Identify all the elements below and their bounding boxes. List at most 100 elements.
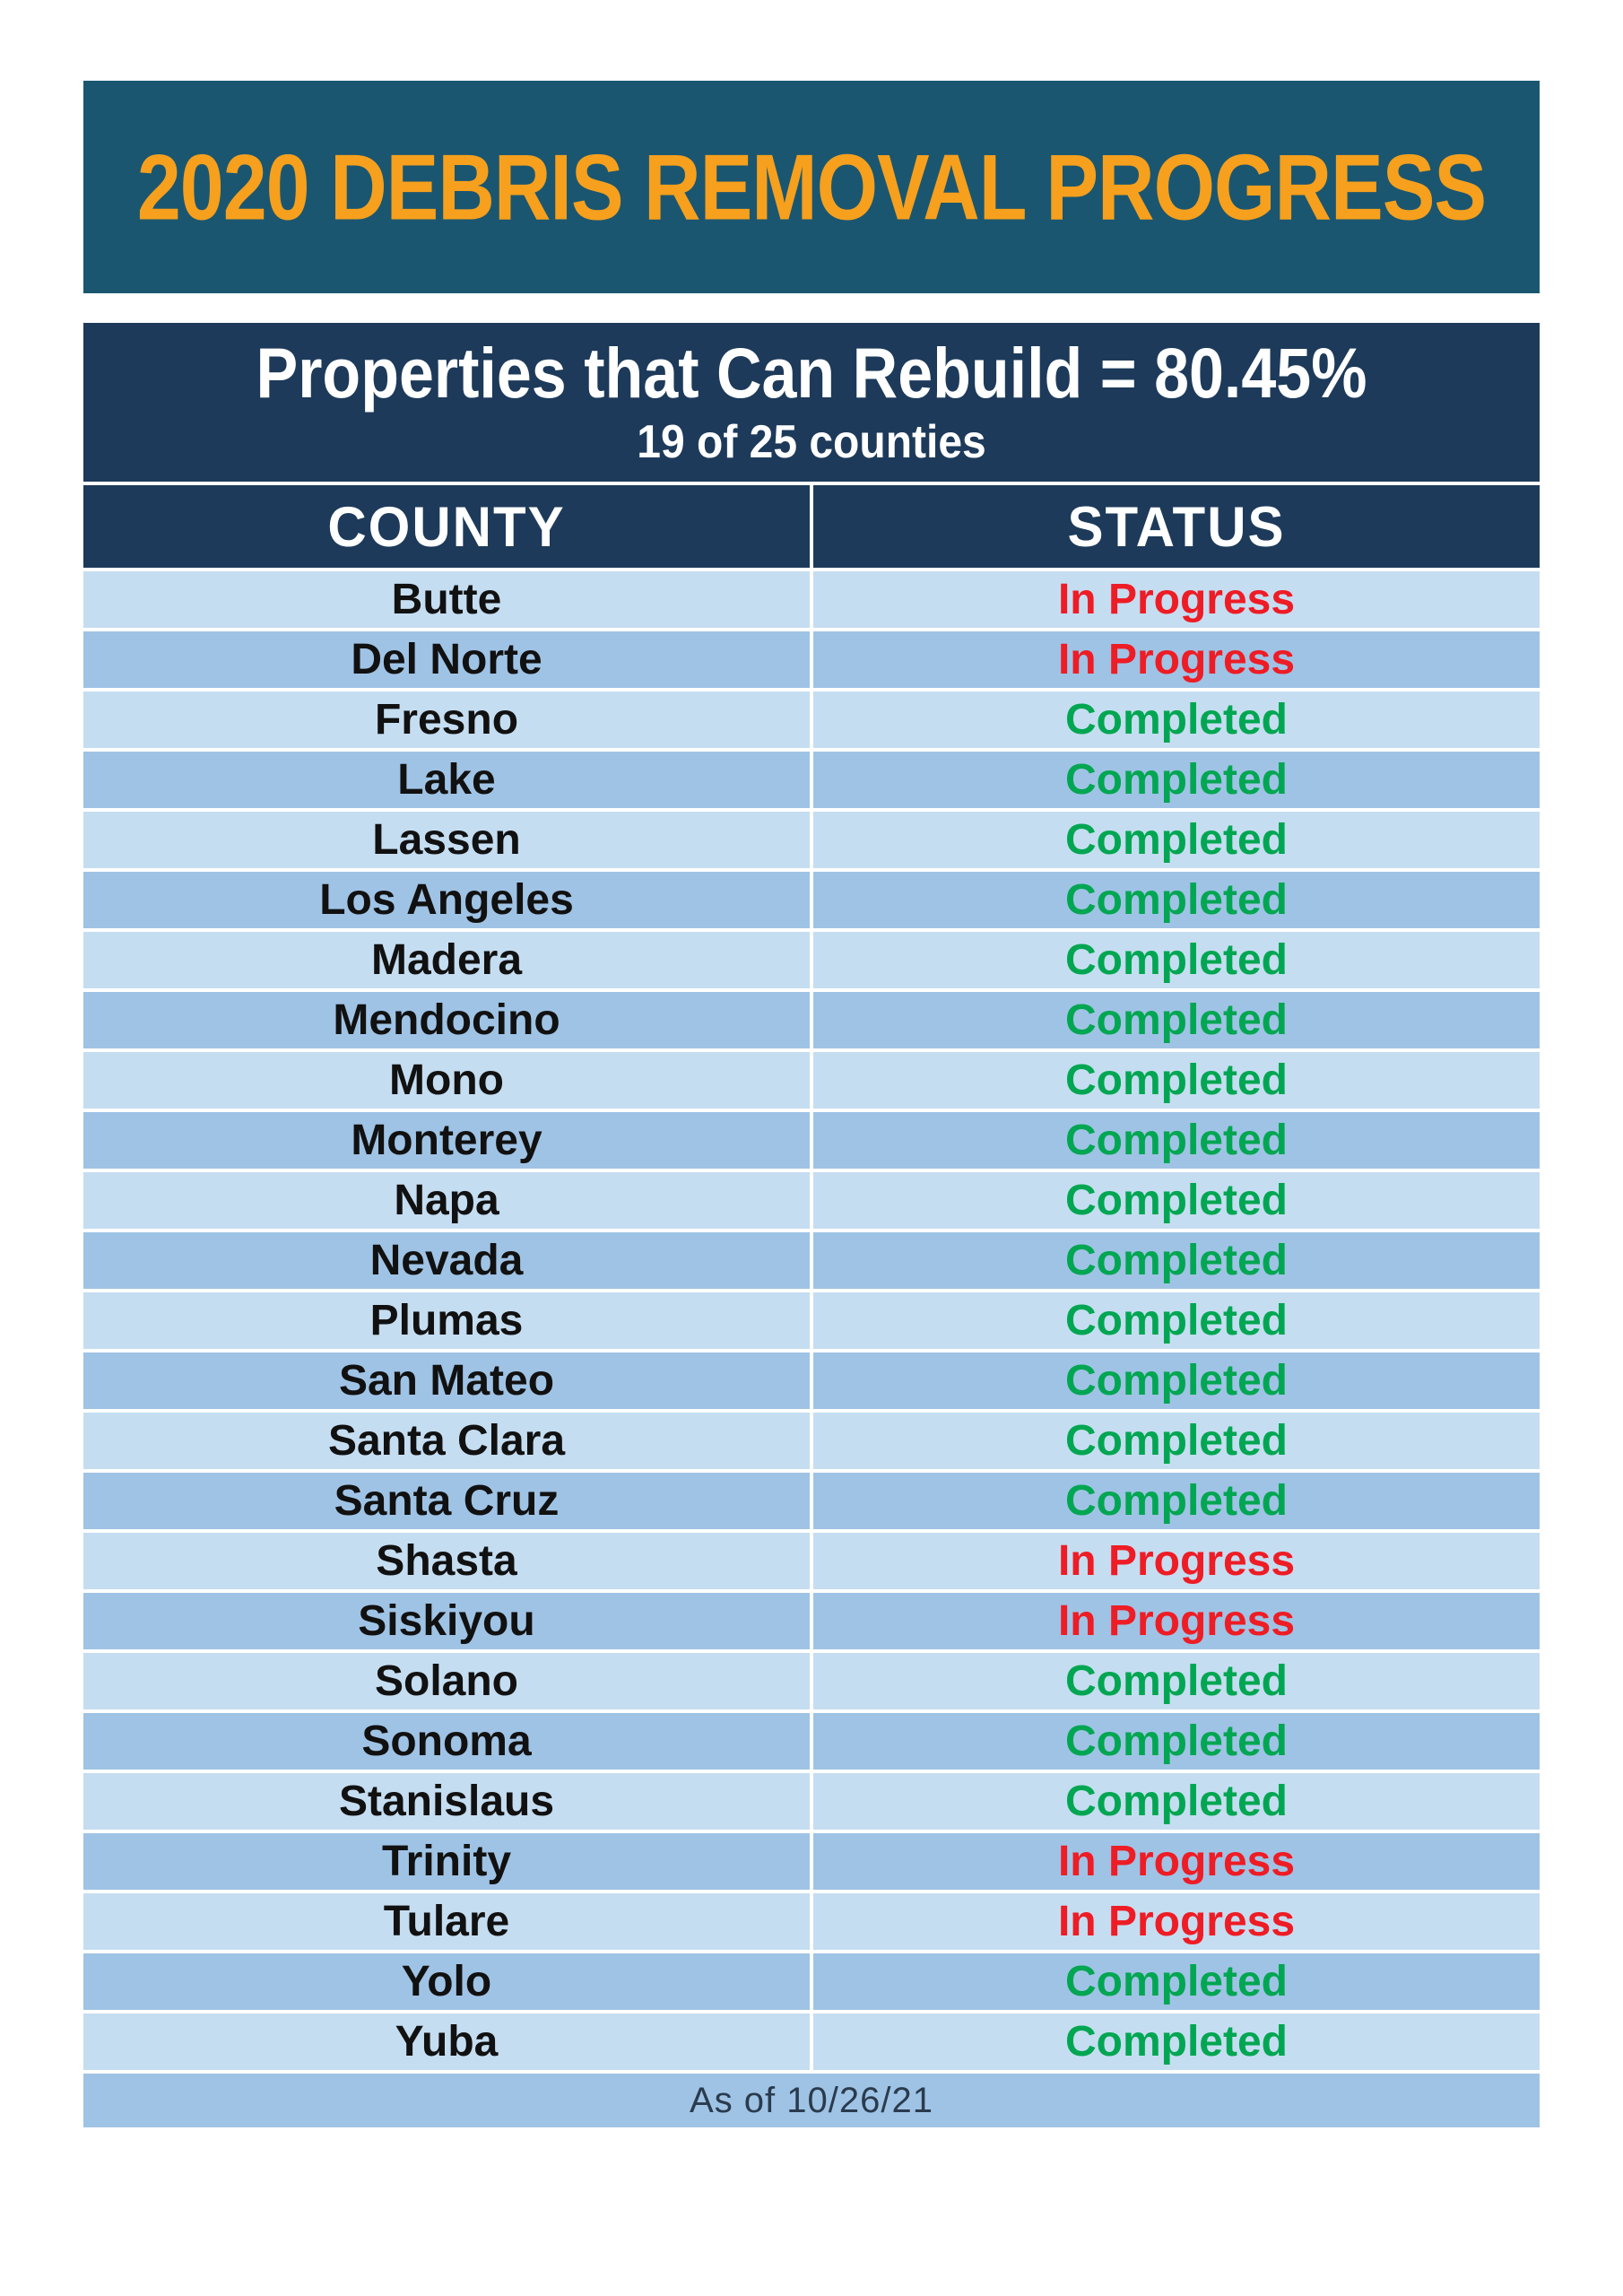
- column-divider: [810, 485, 813, 568]
- county-cell: Madera: [370, 936, 523, 984]
- column-divider: [810, 1893, 813, 1950]
- table-row: Santa Cruz Completed: [83, 1473, 1540, 1529]
- table-row: Butte In Progress: [83, 571, 1540, 628]
- county-cell: Butte: [391, 576, 502, 623]
- column-divider: [810, 2013, 813, 2070]
- status-cell: In Progress: [1057, 1898, 1296, 1945]
- status-cell: Completed: [1064, 2018, 1288, 2066]
- column-divider: [810, 1232, 813, 1289]
- table-footnote-row: As of 10/26/21: [83, 2074, 1540, 2127]
- status-cell: Completed: [1064, 1357, 1288, 1405]
- county-cell: Monterey: [351, 1117, 542, 1164]
- table-row: Mono Completed: [83, 1052, 1540, 1109]
- column-divider: [810, 1773, 813, 1830]
- county-status-table: COUNTY STATUS Butte In Progress Del Norte I…: [83, 485, 1540, 2127]
- table-row: Monterey Completed: [83, 1112, 1540, 1169]
- status-cell: In Progress: [1057, 576, 1296, 623]
- table-row: Sonoma Completed: [83, 1713, 1540, 1770]
- county-cell: Santa Cruz: [334, 1477, 560, 1525]
- status-cell: Completed: [1064, 816, 1288, 864]
- column-divider: [810, 1352, 813, 1409]
- column-divider: [810, 1533, 813, 1589]
- table-row: Tulare In Progress: [83, 1893, 1540, 1950]
- column-divider: [810, 1953, 813, 2010]
- status-cell: Completed: [1064, 1718, 1288, 1765]
- county-cell: Plumas: [369, 1297, 524, 1344]
- status-cell: Completed: [1064, 1237, 1288, 1284]
- column-divider: [810, 1713, 813, 1770]
- county-cell: Mono: [389, 1057, 504, 1104]
- column-divider: [810, 1052, 813, 1109]
- county-cell: Nevada: [369, 1237, 524, 1284]
- status-cell: Completed: [1064, 1657, 1288, 1705]
- column-divider: [810, 992, 813, 1048]
- column-divider: [810, 1593, 813, 1649]
- status-cell: In Progress: [1057, 1537, 1296, 1585]
- status-cell: Completed: [1064, 1057, 1288, 1104]
- status-cell: Completed: [1064, 876, 1288, 924]
- county-cell: Sonoma: [361, 1718, 532, 1765]
- summary-subheadline: 19 of 25 counties: [637, 416, 986, 469]
- status-cell: Completed: [1064, 996, 1288, 1044]
- county-cell: Santa Clara: [327, 1417, 566, 1465]
- county-cell: Stanislaus: [338, 1778, 555, 1825]
- column-divider: [810, 1833, 813, 1890]
- county-cell: Los Angeles: [319, 876, 574, 924]
- county-cell: Lassen: [372, 816, 521, 864]
- county-cell: Del Norte: [351, 636, 542, 683]
- column-divider: [810, 1473, 813, 1529]
- status-cell: Completed: [1064, 1778, 1288, 1825]
- status-cell: Completed: [1064, 1417, 1288, 1465]
- county-cell: Tulare: [383, 1898, 510, 1945]
- table-row: Santa Clara Completed: [83, 1413, 1540, 1469]
- column-divider: [810, 1292, 813, 1349]
- column-divider: [810, 812, 813, 868]
- column-divider: [810, 1172, 813, 1229]
- county-cell: Shasta: [376, 1537, 517, 1585]
- table-row: Siskiyou In Progress: [83, 1593, 1540, 1649]
- status-cell: Completed: [1064, 1117, 1288, 1164]
- status-cell: Completed: [1064, 1177, 1288, 1224]
- county-cell: Siskiyou: [358, 1597, 535, 1645]
- table-row: Lassen Completed: [83, 812, 1540, 868]
- county-cell: Mendocino: [333, 996, 560, 1044]
- status-cell: In Progress: [1057, 636, 1296, 683]
- county-cell: Napa: [394, 1177, 499, 1224]
- status-cell: Completed: [1064, 696, 1288, 744]
- table-header-row: COUNTY STATUS: [83, 485, 1540, 568]
- status-cell: In Progress: [1057, 1597, 1296, 1645]
- column-divider: [810, 1413, 813, 1469]
- table-row: San Mateo Completed: [83, 1352, 1540, 1409]
- table-row: Plumas Completed: [83, 1292, 1540, 1349]
- status-cell: Completed: [1064, 1477, 1288, 1525]
- table-row: Lake Completed: [83, 752, 1540, 808]
- table-row: Yolo Completed: [83, 1953, 1540, 2010]
- status-cell: In Progress: [1057, 1838, 1296, 1885]
- table-row: Nevada Completed: [83, 1232, 1540, 1289]
- county-cell: Trinity: [381, 1838, 512, 1885]
- table-row: Yuba Completed: [83, 2013, 1540, 2070]
- table-row: Del Norte In Progress: [83, 631, 1540, 688]
- column-divider: [810, 752, 813, 808]
- table-body: Butte In Progress Del Norte In Progress Fres…: [83, 571, 1540, 2070]
- summary-banner: Properties that Can Rebuild = 80.45% 19 …: [83, 323, 1540, 482]
- column-divider: [810, 631, 813, 688]
- county-cell: Yuba: [395, 2018, 499, 2066]
- title-banner: 2020 DEBRIS REMOVAL PROGRESS: [83, 81, 1540, 293]
- page-title: 2020 DEBRIS REMOVAL PROGRESS: [136, 134, 1487, 239]
- column-divider: [810, 691, 813, 748]
- table-row: Stanislaus Completed: [83, 1773, 1540, 1830]
- county-cell: Fresno: [374, 696, 519, 744]
- column-divider: [810, 571, 813, 628]
- county-cell: Lake: [397, 756, 496, 804]
- column-divider: [810, 1653, 813, 1709]
- column-divider: [810, 932, 813, 988]
- status-cell: Completed: [1064, 936, 1288, 984]
- county-cell: San Mateo: [338, 1357, 555, 1405]
- table-row: Solano Completed: [83, 1653, 1540, 1709]
- table-row: Mendocino Completed: [83, 992, 1540, 1048]
- status-column-header: STATUS: [1067, 494, 1286, 559]
- column-divider: [810, 872, 813, 928]
